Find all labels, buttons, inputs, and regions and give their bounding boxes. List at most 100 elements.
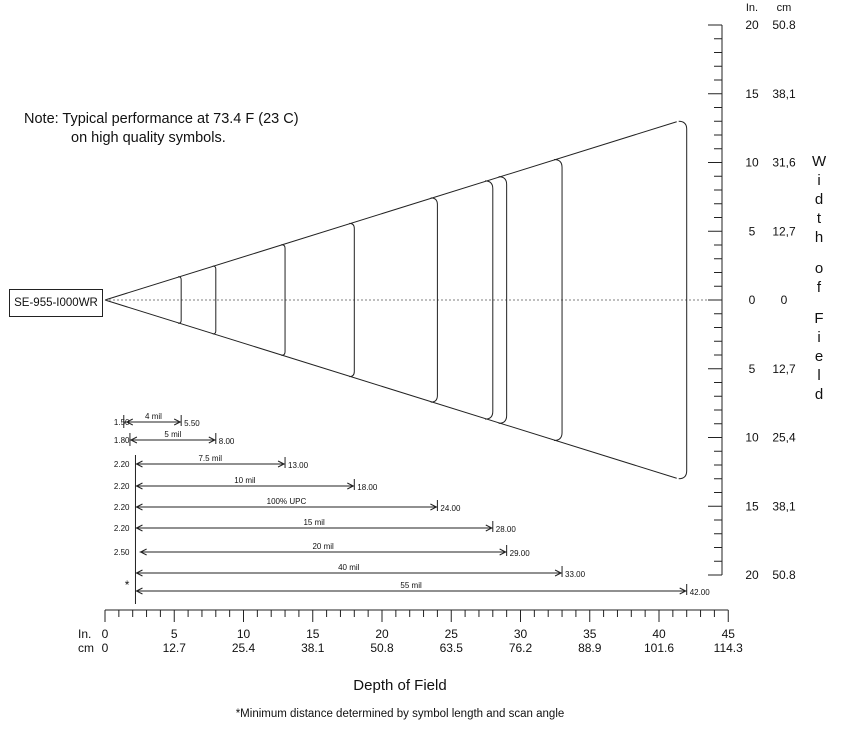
x-tick-label-in-25: 25 [445, 627, 459, 641]
cone-lower-edge [104, 299, 677, 479]
scan-cone [104, 120, 722, 480]
bar-end-label-3: 13.00 [288, 461, 309, 470]
bar-end-label-4: 18.00 [357, 483, 378, 492]
bar-end-label-7: 29.00 [510, 549, 531, 558]
y-title-letter: l [817, 367, 821, 384]
y-tick-label-cm: 0 [781, 293, 788, 307]
x-unit-cm: cm [78, 641, 94, 655]
x-tick-label-cm-15: 38.1 [301, 641, 325, 655]
bar-name-label-9: 55 mil [400, 581, 422, 590]
scanner-label: SE-955-I000WR [14, 297, 98, 309]
y-tick-label-in: 15 [745, 87, 759, 101]
bar-start-arrow-7 [139, 548, 147, 556]
y-title-letter: e [814, 348, 824, 365]
bar-name-label-3: 7.5 mil [198, 454, 222, 463]
y-unit-in: In. [746, 2, 758, 14]
y-title-letter: F [814, 310, 824, 327]
x-tick-label-in-0: 0 [102, 627, 109, 641]
y-tick-label-cm: 31,6 [772, 156, 796, 170]
bar-end-label-8: 33.00 [565, 570, 586, 579]
bar-end-label-1: 5.50 [184, 419, 200, 428]
x-tick-label-cm-45: 114.3 [714, 641, 743, 655]
bar-start-label-5: 2.20 [114, 503, 130, 512]
bar-start-arrow-3 [135, 460, 143, 468]
y-tick-label-cm: 38,1 [772, 499, 796, 513]
x-tick-label-in-35: 35 [583, 627, 597, 641]
y-tick-label-cm: 12,7 [772, 224, 796, 238]
y-title-letter: f [816, 279, 822, 296]
bar-start-arrow-6 [135, 524, 143, 532]
bar-end-label-6: 28.00 [496, 525, 517, 534]
y-tick-label-in: 5 [749, 362, 756, 376]
y-unit-cm: cm [777, 2, 792, 14]
cone-boundary-3 [281, 244, 286, 356]
bar-name-label-4: 10 mil [234, 476, 256, 485]
cone-boundary-2 [212, 265, 217, 335]
y-title-gap [812, 297, 826, 309]
x-tick-label-in-5: 5 [171, 627, 178, 641]
note-line-2: on high quality symbols. [71, 130, 226, 146]
cone-boundary-8 [554, 159, 563, 441]
bar-start-arrow-4 [135, 482, 143, 490]
footnote: *Minimum distance determined by symbol l… [235, 708, 565, 720]
x-tick-label-in-10: 10 [237, 627, 251, 641]
y-title-letter: W [812, 153, 827, 170]
bar-start-arrow-2 [129, 436, 138, 444]
y-title-letter: i [817, 329, 821, 346]
bar-end-label-9: 42.00 [690, 588, 711, 597]
bar-start-arrow-9 [135, 587, 143, 595]
y-title-letter: t [816, 210, 822, 227]
x-tick-label-cm-35: 88.9 [578, 641, 602, 655]
y-tick-label-in: 10 [745, 156, 759, 170]
bar-end-arrow-3 [277, 460, 286, 468]
x-tick-label-cm-0: 0 [102, 641, 109, 655]
y-tick-label-in: 10 [745, 431, 759, 445]
y-axis: In. cm 20 50.8 15 38,1 10 31,6 5 12,7 0 0 5 12,7 10 25,… [708, 2, 796, 582]
x-tick-label-in-30: 30 [514, 627, 528, 641]
cone-boundary-4 [349, 222, 355, 378]
bar-start-label-1: 1.50 [114, 418, 130, 427]
x-tick-label-in-20: 20 [375, 627, 389, 641]
y-title-letter: h [814, 229, 824, 246]
note-line-1: Note: Typical performance at 73.4 F (23 … [24, 111, 299, 127]
y-tick-label-cm: 50.8 [772, 568, 796, 582]
bar-end-arrow-1 [173, 418, 182, 426]
bar-start-arrow-1 [125, 418, 133, 426]
x-tick-label-cm-20: 50.8 [370, 641, 394, 655]
cone-boundary-6 [484, 180, 494, 420]
bar-start-label-7: 2.50 [114, 548, 130, 557]
bar-start-arrow-5 [135, 503, 143, 511]
y-tick-label-in: 15 [745, 499, 759, 513]
x-tick-label-cm-10: 25.4 [232, 641, 256, 655]
y-tick-label-in: 0 [749, 293, 756, 307]
y-tick-label-in: 5 [749, 224, 756, 238]
x-axis-title: Depth of Field [353, 677, 447, 694]
bar-end-arrow-8 [554, 569, 563, 577]
bar-end-arrow-2 [208, 436, 216, 444]
y-tick-label-cm: 38,1 [772, 87, 796, 101]
y-title-gap [812, 247, 826, 259]
bar-start-label-4: 2.20 [114, 482, 130, 491]
cone-boundary-9 [678, 120, 688, 480]
bar-end-label-2: 8.00 [219, 437, 235, 446]
y-title-letter: o [814, 260, 824, 277]
bar-end-arrow-4 [347, 482, 355, 490]
x-tick-label-in-15: 15 [306, 627, 320, 641]
x-tick-label-cm-25: 63.5 [440, 641, 464, 655]
x-tick-label-cm-30: 76.2 [509, 641, 533, 655]
scanner-label-box: SE-955-I000WR [9, 289, 103, 317]
y-tick-label-cm: 12,7 [772, 362, 796, 376]
bar-end-arrow-6 [485, 524, 493, 532]
y-title-letter: i [817, 172, 821, 189]
bar-start-arrow-8 [135, 569, 143, 577]
bar-end-arrow-9 [679, 587, 687, 595]
bar-name-label-6: 15 mil [303, 518, 325, 527]
bar-name-label-2: 5 mil [164, 430, 181, 439]
note-text: Note: Typical performance at 73.4 F (23 … [24, 110, 299, 148]
bar-name-label-8: 40 mil [338, 563, 360, 572]
bar-name-label-1: 4 mil [145, 412, 162, 421]
cone-boundary-5 [430, 197, 438, 403]
